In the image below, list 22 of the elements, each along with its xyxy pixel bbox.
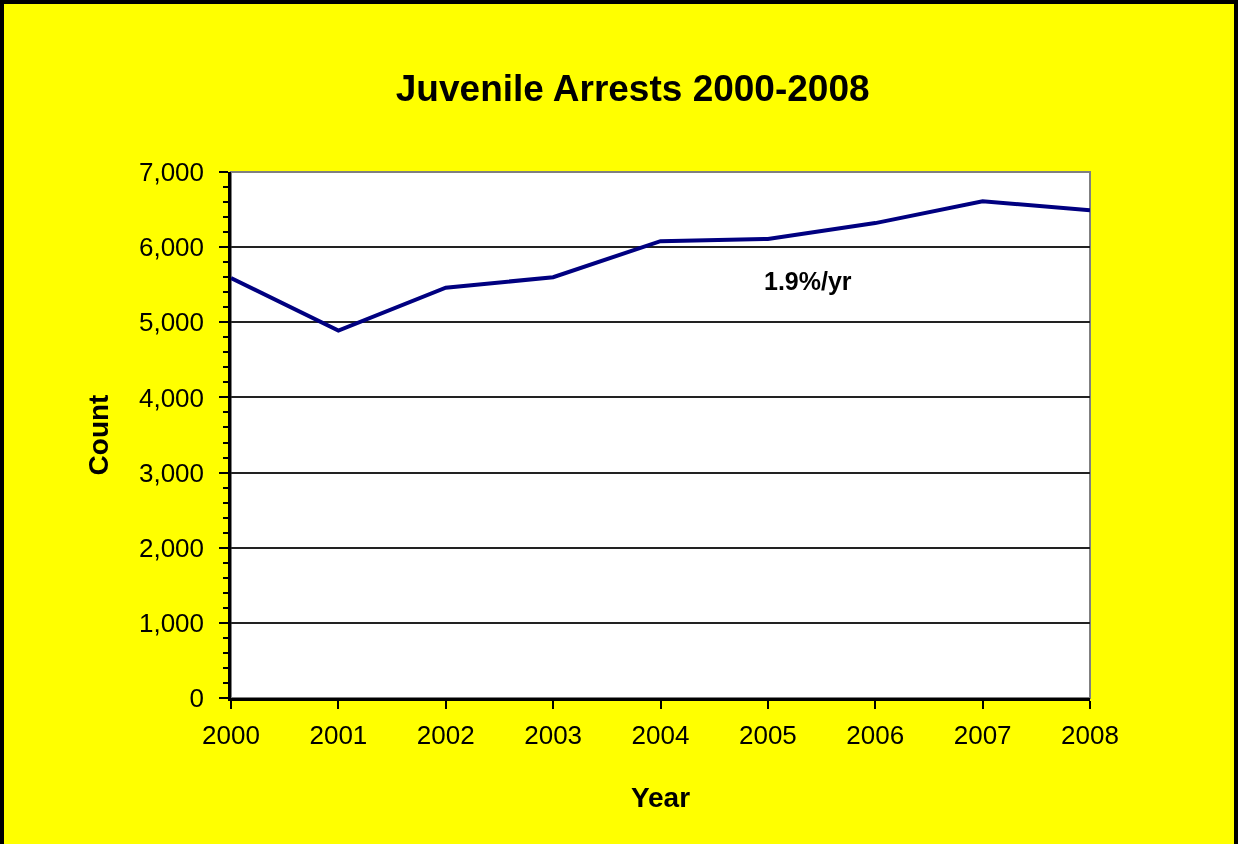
line-series [231,199,1090,333]
y-tick-label: 5,000 [138,307,205,338]
chart-title: Juvenile Arrests 2000-2008 [395,67,870,109]
x-axis-title: Year [630,782,691,814]
y-tick-label: 4,000 [138,382,205,413]
x-tick-label: 2006 [846,719,905,750]
x-tick-label: 2005 [738,719,797,750]
x-tick-label: 2001 [309,719,368,750]
x-tick-label: 2003 [524,719,583,750]
x-tick-label: 2004 [631,719,690,750]
annotation: 1.9%/yr [764,267,852,295]
x-tick-label: 2002 [416,719,475,750]
y-tick-label: 0 [189,683,205,714]
y-tick-label: 3,000 [138,457,205,488]
y-axis-title: Count [82,394,114,476]
x-tick-label: 2000 [202,719,260,750]
y-tick-label: 6,000 [138,232,205,263]
y-tick-label: 7,000 [138,157,205,188]
x-tick-label: 2008 [1061,719,1119,750]
x-tick-label: 2007 [953,719,1012,750]
y-tick-label: 1,000 [138,607,205,638]
y-tick-label: 2,000 [138,532,205,563]
